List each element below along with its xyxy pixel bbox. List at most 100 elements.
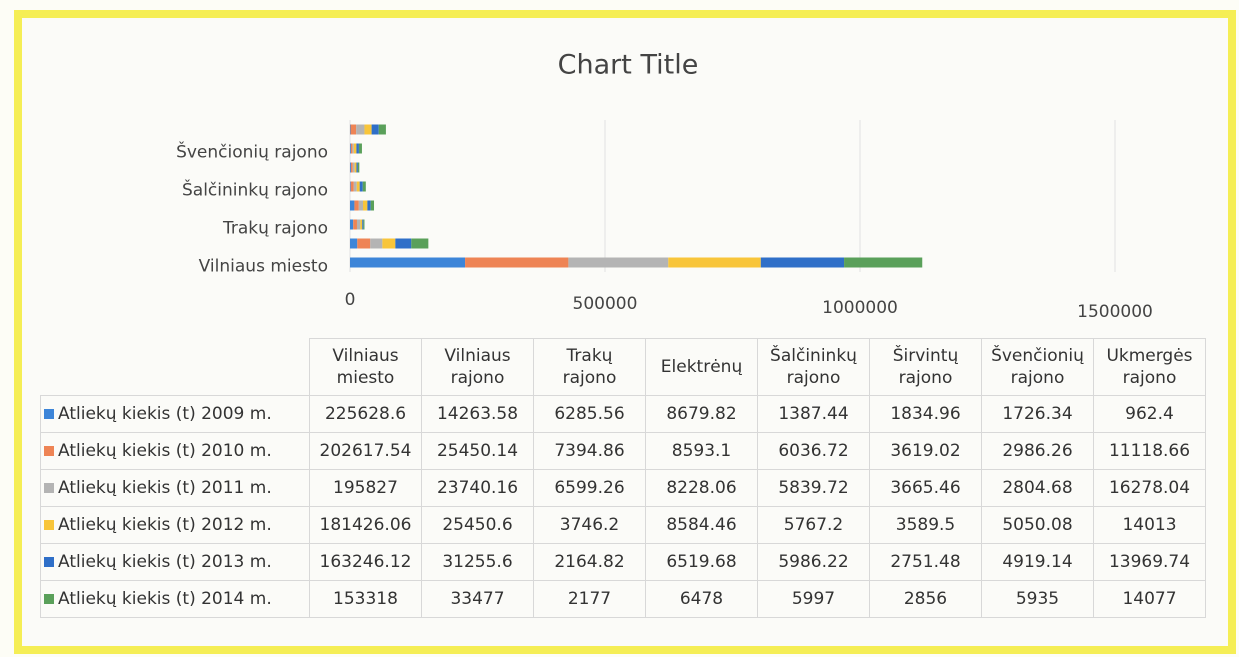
table-cell: 163246.12 — [309, 543, 422, 581]
bar-segment — [357, 162, 360, 173]
bar-segment — [356, 219, 361, 230]
column-header: Šalčininkų rajono — [757, 338, 870, 396]
bar-segment — [356, 143, 359, 154]
table-cell: 6599.26 — [533, 469, 646, 507]
table-cell: 962.4 — [1093, 395, 1206, 433]
legend-label: Atliekų kiekis (t) 2010 m. — [58, 441, 272, 461]
table-cell: 153318 — [309, 580, 422, 618]
table-cell: 8593.1 — [645, 432, 758, 470]
column-header: Švenčionių rajono — [981, 338, 1094, 396]
column-header: Elektrėnų — [645, 338, 758, 396]
bar-segment — [350, 238, 358, 249]
bar-segment — [358, 200, 364, 211]
bar-segment — [465, 257, 569, 268]
table-row: Atliekų kiekis (t) 2014 m. 153318 33477 217… — [40, 580, 1206, 618]
bar-segment — [844, 257, 923, 268]
table-cell: 2177 — [533, 580, 646, 618]
table-cell: 5050.08 — [981, 506, 1094, 544]
row-header: Atliekų kiekis (t) 2013 m. — [40, 543, 310, 581]
bar-segment — [370, 200, 375, 211]
bar-segment — [350, 219, 354, 230]
table-cell: 1834.96 — [869, 395, 982, 433]
bar-segment — [350, 124, 357, 135]
y-tick-label: Trakų rajono — [222, 219, 328, 239]
bar-segment — [356, 124, 365, 135]
bar-segment — [378, 124, 386, 135]
table-cell: 2751.48 — [869, 543, 982, 581]
table-cell: 5935 — [981, 580, 1094, 618]
chart-title: Chart Title — [558, 50, 699, 81]
table-row: Atliekų kiekis (t) 2013 m. 163246.12 31255… — [40, 543, 1206, 581]
bar-segment — [371, 124, 379, 135]
bar-segment — [357, 238, 371, 249]
table-cell: 225628.6 — [309, 395, 422, 433]
table-cell: 6478 — [645, 580, 758, 618]
bar-segment — [370, 238, 383, 249]
x-tick-label: 500000 — [573, 294, 638, 314]
bar-segment — [353, 219, 357, 230]
table-cell: 5839.72 — [757, 469, 870, 507]
table-row: Atliekų kiekis (t) 2009 m. 225628.6 14263.… — [40, 395, 1206, 433]
bar-segment — [350, 143, 353, 154]
column-header: Trakų rajono — [533, 338, 646, 396]
table-cell: 3589.5 — [869, 506, 982, 544]
table-cell: 25450.6 — [421, 506, 534, 544]
table-cell: 11118.66 — [1093, 432, 1206, 470]
bar-segment — [350, 143, 351, 154]
bar-segment — [352, 162, 355, 173]
table-corner — [40, 338, 310, 396]
bar-segment — [354, 162, 357, 173]
y-tick-label: Šalčininkų rajono — [182, 179, 328, 201]
bar-segment — [350, 257, 466, 268]
bar-segment — [350, 162, 353, 173]
data-table: Vilniaus miesto Vilniaus rajono Trakų rajo… — [40, 338, 1206, 618]
bar-segment — [362, 181, 366, 192]
bar-segment — [395, 238, 412, 249]
table-cell: 14263.58 — [421, 395, 534, 433]
bar-segment — [359, 181, 363, 192]
table-cell: 13969.74 — [1093, 543, 1206, 581]
table-cell: 33477 — [421, 580, 534, 618]
column-header: Vilniaus rajono — [421, 338, 534, 396]
legend-key — [44, 520, 54, 530]
legend-label: Atliekų kiekis (t) 2014 m. — [58, 589, 272, 609]
bar-segment — [411, 238, 429, 249]
bar-segment — [382, 238, 396, 249]
legend-key — [44, 483, 54, 493]
table-cell: 14077 — [1093, 580, 1206, 618]
x-tick-label: 1000000 — [822, 298, 898, 318]
table-cell: 1387.44 — [757, 395, 870, 433]
legend-label: Atliekų kiekis (t) 2011 m. — [58, 478, 272, 498]
table-cell: 1726.34 — [981, 395, 1094, 433]
table-cell: 2986.26 — [981, 432, 1094, 470]
x-tick-label: 0 — [345, 290, 356, 310]
row-header: Atliekų kiekis (t) 2011 m. — [40, 469, 310, 507]
y-tick-label: Vilniaus miesto — [199, 257, 328, 277]
bar-segment — [362, 219, 364, 230]
table-header-row: Vilniaus miesto Vilniaus rajono Trakų rajo… — [40, 338, 1206, 396]
table-cell: 7394.86 — [533, 432, 646, 470]
table-cell: 5997 — [757, 580, 870, 618]
table-cell: 195827 — [309, 469, 422, 507]
table-row: Atliekų kiekis (t) 2010 m. 202617.54 25450… — [40, 432, 1206, 470]
bar-segment — [350, 200, 355, 211]
bar-segment — [363, 200, 368, 211]
bar-segment — [352, 143, 354, 154]
table-cell: 3665.46 — [869, 469, 982, 507]
legend-label: Atliekų kiekis (t) 2009 m. — [58, 404, 272, 424]
table-cell: 16278.04 — [1093, 469, 1206, 507]
row-header: Atliekų kiekis (t) 2012 m. — [40, 506, 310, 544]
row-header: Atliekų kiekis (t) 2009 m. — [40, 395, 310, 433]
table-cell: 23740.16 — [421, 469, 534, 507]
table-cell: 3746.2 — [533, 506, 646, 544]
legend-label: Atliekų kiekis (t) 2012 m. — [58, 515, 272, 535]
legend-key — [44, 557, 54, 567]
row-header: Atliekų kiekis (t) 2010 m. — [40, 432, 310, 470]
bar-segment — [364, 124, 372, 135]
bar-segment — [358, 143, 362, 154]
bar-segment — [760, 257, 845, 268]
table-cell: 6285.56 — [533, 395, 646, 433]
bar-segment — [353, 143, 357, 154]
